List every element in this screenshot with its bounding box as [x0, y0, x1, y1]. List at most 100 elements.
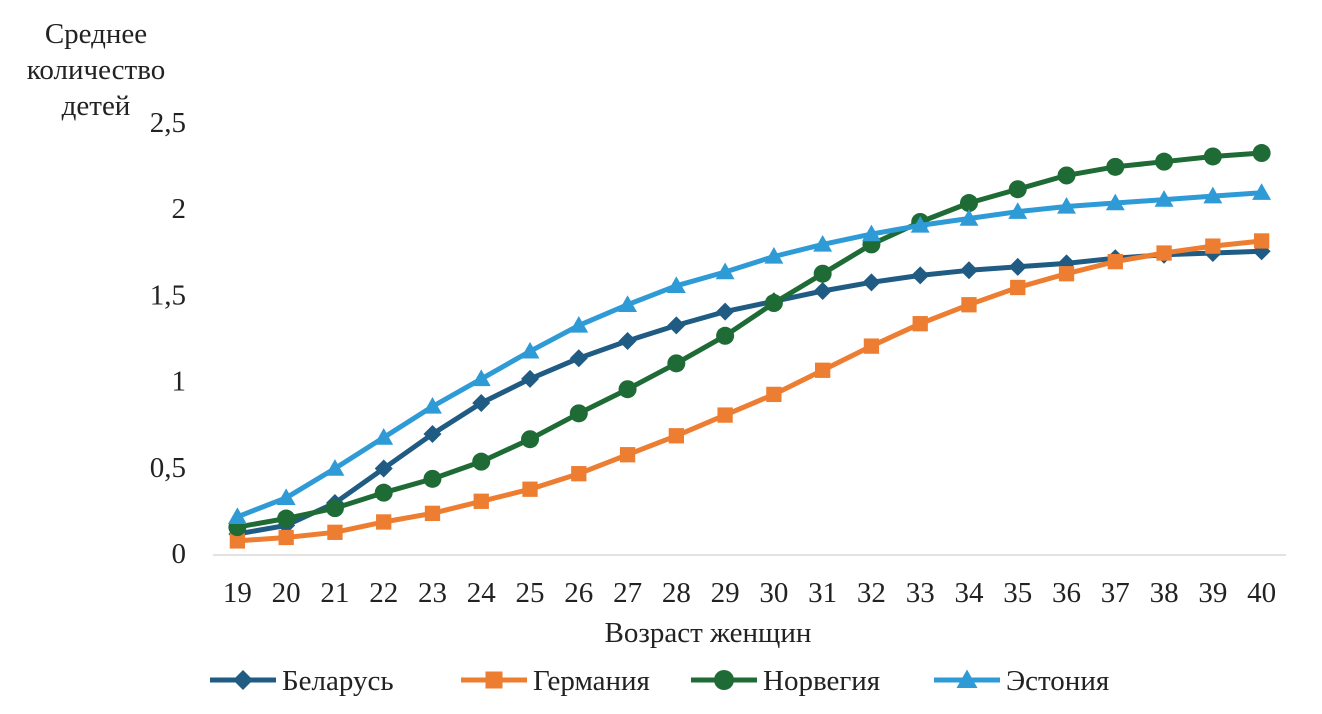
legend-item-1: Беларусь	[210, 665, 394, 697]
x-tick-label: 20	[272, 577, 301, 609]
data-point-marker	[1010, 279, 1026, 296]
data-point-marker	[522, 481, 538, 497]
data-point-marker	[813, 264, 832, 283]
x-tick-label: 23	[418, 577, 447, 609]
y-axis-title-line-1: Среднее	[45, 18, 147, 50]
legend-label: Эстония	[1006, 665, 1109, 697]
data-point-marker	[764, 247, 784, 264]
data-point-marker	[1008, 257, 1027, 276]
data-point-marker	[278, 529, 294, 546]
x-axis-title: Возраст женщин	[605, 617, 812, 649]
data-point-marker	[813, 281, 832, 300]
data-point-marker	[1154, 190, 1174, 207]
legend-marker	[714, 670, 734, 690]
data-point-marker	[764, 294, 783, 313]
data-point-marker	[666, 276, 686, 293]
data-point-marker	[861, 224, 881, 242]
data-point-marker	[716, 302, 735, 321]
y-tick-label: 1	[172, 366, 187, 398]
series-line	[234, 238, 1265, 544]
x-tick-label: 26	[564, 577, 593, 609]
y-axis-title-line-3: детей	[62, 90, 131, 122]
y-tick-label: 2	[172, 193, 187, 225]
data-point-marker	[521, 430, 540, 449]
data-point-marker	[1008, 180, 1027, 199]
y-axis-title: Среднее количество детей	[27, 18, 165, 122]
x-tick-label: 24	[467, 577, 497, 609]
x-tick-label: 21	[320, 577, 349, 609]
data-point-marker	[473, 493, 489, 509]
x-tick-label: 40	[1247, 577, 1276, 609]
data-point-marker	[1253, 233, 1270, 249]
legend-label: Германия	[533, 665, 650, 697]
x-tick-label: 32	[857, 577, 886, 609]
x-tick-label: 37	[1101, 577, 1130, 609]
data-point-marker	[423, 397, 442, 414]
x-tick-label: 33	[906, 577, 935, 609]
data-point-marker	[1203, 186, 1223, 204]
data-point-marker	[1252, 183, 1272, 200]
data-point-marker	[668, 428, 684, 444]
legend-item-3: Норвегия	[691, 665, 880, 697]
data-point-marker	[569, 315, 589, 333]
x-axis-ticks: 19 20 21 22 23 24 25 26 27 28 29 30 31 32 33 34 35 36 37 38…	[223, 577, 1276, 609]
data-point-marker	[1008, 202, 1028, 219]
x-tick-label: 34	[954, 577, 984, 609]
data-point-marker	[910, 215, 930, 233]
data-point-marker	[325, 459, 345, 476]
legend-marker	[485, 671, 503, 689]
data-point-marker	[715, 262, 735, 280]
data-point-marker	[571, 466, 587, 482]
legend-item-2: Германия	[461, 665, 650, 697]
y-tick-label: 0	[172, 538, 187, 570]
data-point-marker	[276, 488, 296, 506]
data-point-marker	[227, 507, 247, 524]
y-tick-label: 0,5	[150, 452, 186, 484]
data-point-marker	[667, 316, 686, 335]
series-2	[229, 233, 1270, 549]
data-point-marker	[1105, 193, 1125, 211]
data-point-marker	[813, 234, 833, 252]
data-point-marker	[1057, 166, 1076, 185]
data-point-marker	[959, 209, 979, 226]
x-tick-label: 39	[1198, 577, 1227, 609]
data-point-marker	[961, 297, 977, 313]
data-point-marker	[1155, 152, 1174, 171]
x-tick-label: 38	[1150, 577, 1179, 609]
data-point-marker	[569, 404, 588, 423]
x-tick-label: 22	[369, 577, 398, 609]
x-tick-label: 36	[1052, 577, 1081, 609]
data-point-marker	[766, 386, 782, 403]
legend-marker	[956, 669, 978, 688]
data-point-marker	[959, 261, 978, 280]
data-point-marker	[472, 394, 491, 413]
data-point-marker	[325, 499, 344, 518]
x-tick-label: 30	[759, 577, 788, 609]
data-point-marker	[618, 380, 637, 399]
data-point-marker	[863, 338, 880, 354]
data-point-marker	[374, 459, 393, 478]
data-point-marker	[1057, 197, 1076, 214]
data-point-marker	[667, 354, 686, 373]
x-tick-label: 29	[711, 577, 740, 609]
data-point-marker	[1252, 144, 1271, 163]
data-point-marker	[229, 533, 246, 549]
x-tick-label: 25	[516, 577, 545, 609]
legend-marker	[233, 670, 253, 690]
x-tick-label: 27	[613, 577, 642, 609]
x-tick-label: 28	[662, 577, 691, 609]
y-tick-label: 2,5	[150, 107, 186, 139]
x-tick-label: 35	[1003, 577, 1032, 609]
data-point-marker	[521, 369, 540, 388]
data-point-marker	[717, 407, 733, 423]
data-point-marker	[1156, 245, 1172, 261]
data-point-marker	[327, 524, 343, 540]
data-point-marker	[520, 341, 540, 359]
series-4	[227, 183, 1272, 524]
data-point-marker	[1106, 157, 1125, 176]
legend-label: Норвегия	[763, 665, 880, 697]
data-point-marker	[959, 194, 978, 213]
data-point-marker	[1205, 238, 1221, 254]
series-line	[234, 248, 1265, 537]
